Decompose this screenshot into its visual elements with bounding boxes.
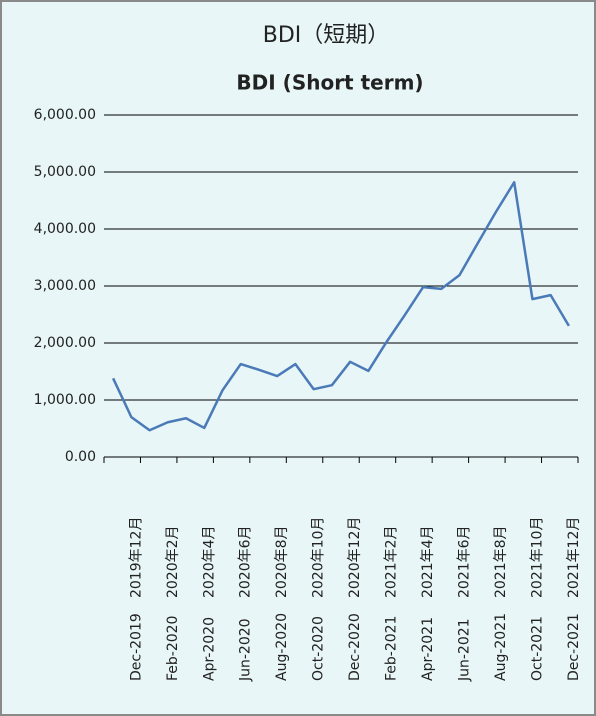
x-tick-label: 2020年8月: [274, 525, 290, 598]
x-tick-label: 2020年2月: [165, 525, 181, 598]
y-tick-label: 4,000.00: [34, 221, 96, 237]
x-tick-label: 2021年2月: [384, 525, 400, 598]
x-tick-label-en: Jun-2021: [457, 618, 473, 682]
y-tick-label: 6,000.00: [34, 107, 96, 123]
y-tick-label: 0.00: [65, 449, 96, 465]
series-line: [111, 181, 570, 432]
x-tick-label-en: Aug-2021: [493, 613, 509, 681]
x-tick-label: 2020年12月: [347, 517, 363, 598]
x-tick-label: 2021年10月: [529, 517, 545, 598]
x-tick-label: 2020年10月: [311, 517, 327, 598]
x-tick-label: 2020年6月: [238, 525, 254, 598]
x-tick-label: 2020年4月: [201, 525, 217, 598]
x-tick-label-en: Oct-2020: [311, 616, 327, 681]
x-tick-label-en: Dec-2020: [347, 613, 363, 681]
x-tick-label-en: Dec-2021: [566, 613, 582, 681]
y-tick-label: 2,000.00: [34, 335, 96, 351]
y-tick-label: 5,000.00: [34, 164, 96, 180]
y-tick-label: 1,000.00: [34, 392, 96, 408]
x-tick-label: 2021年8月: [493, 525, 509, 598]
chart-title: BDI（短期）: [263, 23, 390, 48]
x-tick-label-en: Feb-2021: [384, 616, 400, 681]
x-tick-label-en: Apr-2021: [420, 617, 436, 681]
y-tick-label: 3,000.00: [34, 278, 96, 294]
chart-subtitle: BDI (Short term): [236, 71, 423, 95]
x-tick-label: 2021年4月: [420, 525, 436, 598]
x-tick-label-en: Dec-2019: [128, 613, 144, 681]
x-tick-label-en: Aug-2020: [274, 613, 290, 681]
x-tick-label-en: Jun-2020: [238, 618, 254, 682]
x-tick-label: 2021年6月: [457, 525, 473, 598]
x-tick-label: 2019年12月: [128, 517, 144, 598]
x-tick-label-en: Oct-2021: [529, 616, 545, 681]
x-tick-label-en: Apr-2020: [201, 617, 217, 681]
x-tick-label-en: Feb-2020: [165, 616, 181, 681]
x-tick-label: 2021年12月: [566, 517, 582, 598]
